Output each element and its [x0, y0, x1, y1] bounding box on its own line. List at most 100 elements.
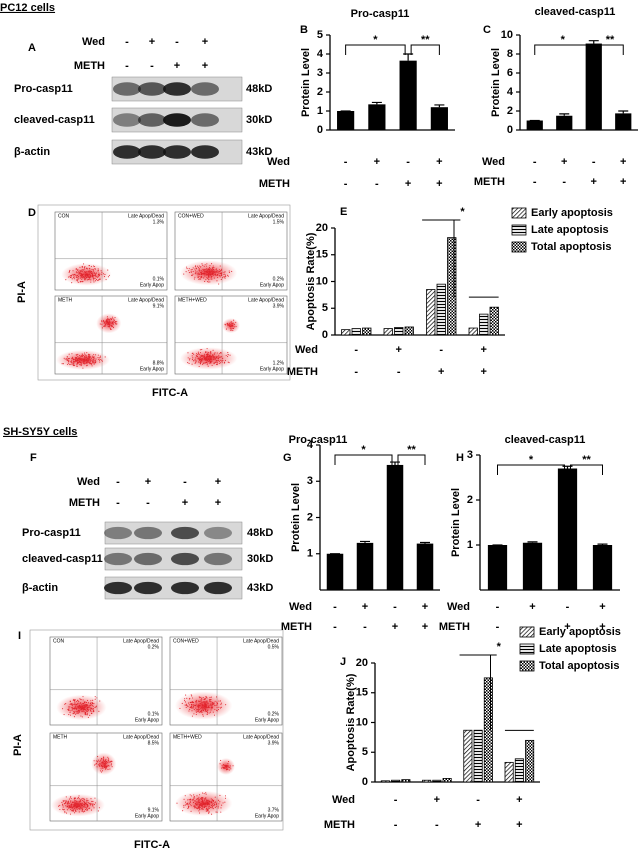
- blot-band: [134, 526, 162, 540]
- y-tick-label: 8: [507, 48, 513, 60]
- event-dot: [67, 276, 69, 278]
- event-dot: [104, 766, 106, 768]
- event-dot: [195, 357, 197, 359]
- event-dot: [70, 703, 72, 705]
- condition-label: Wed: [289, 601, 312, 613]
- event-dot: [218, 799, 220, 801]
- y-tick-label: 10: [501, 29, 513, 41]
- event-dot: [208, 279, 210, 281]
- event-dot: [80, 706, 82, 708]
- event-dot: [205, 359, 207, 362]
- event-dot: [97, 268, 99, 270]
- event-dot: [74, 360, 77, 362]
- event-dot: [86, 710, 88, 712]
- event-dot: [193, 704, 195, 706]
- event-dot: [71, 709, 73, 711]
- event-dot: [95, 275, 97, 277]
- event-dot: [206, 697, 208, 699]
- event-dot: [201, 355, 203, 357]
- bar: [525, 739, 535, 783]
- event-dot: [98, 359, 101, 361]
- event-dot: [183, 806, 185, 808]
- event-dot: [206, 703, 208, 705]
- event-dot: [203, 802, 205, 804]
- event-dot: [207, 706, 210, 708]
- bar: [489, 306, 499, 336]
- event-dot: [198, 808, 200, 810]
- event-dot: [223, 763, 225, 766]
- event-dot: [87, 802, 90, 804]
- event-dot: [201, 798, 203, 800]
- quadrant-label: Early Apop: [255, 717, 279, 723]
- event-dot: [97, 810, 99, 812]
- event-dot: [190, 795, 192, 797]
- event-dot: [90, 272, 93, 274]
- blot-band: [104, 526, 132, 540]
- event-dot: [70, 797, 72, 800]
- event-dot: [85, 706, 87, 708]
- event-dot: [211, 356, 213, 358]
- event-dot: [221, 804, 223, 806]
- event-dot: [216, 701, 218, 704]
- event-dot: [200, 266, 202, 268]
- event-dot: [206, 799, 208, 801]
- event-dot: [199, 703, 201, 705]
- event-dot: [213, 353, 216, 355]
- event-dot: [185, 694, 187, 696]
- event-dot: [79, 277, 81, 279]
- event-dot: [82, 277, 84, 279]
- panel-frame: [29, 629, 284, 831]
- event-dot: [205, 792, 207, 794]
- event-dot: [81, 278, 83, 280]
- event-dot: [86, 809, 88, 812]
- event-dot: [95, 763, 97, 765]
- event-dot: [83, 360, 85, 362]
- event-dot: [88, 355, 90, 357]
- event-dot: [202, 715, 204, 717]
- event-dot: [80, 275, 82, 277]
- event-dot: [102, 273, 105, 275]
- event-dot: [83, 269, 85, 271]
- event-dot: [195, 360, 197, 362]
- event-dot: [219, 700, 222, 702]
- quadrant-label: Early Apop: [135, 813, 159, 819]
- event-dot: [193, 794, 195, 796]
- event-dot: [191, 703, 193, 705]
- plot-name: METH: [58, 297, 73, 303]
- event-dot: [86, 275, 88, 277]
- event-dot: [66, 357, 68, 360]
- event-dot: [212, 354, 214, 357]
- event-dot: [94, 706, 96, 708]
- event-dot: [79, 270, 81, 272]
- legend-swatch: [511, 241, 527, 253]
- event-cloud: [179, 347, 238, 370]
- event-dot: [100, 270, 102, 272]
- event-dot: [98, 759, 100, 761]
- event-dot: [81, 706, 83, 708]
- event-dot: [202, 697, 204, 699]
- event-dot: [105, 321, 107, 323]
- event-dot: [79, 806, 81, 808]
- event-dot: [210, 276, 212, 278]
- event-dot: [58, 805, 60, 807]
- event-dot: [69, 700, 71, 702]
- event-dot: [73, 716, 75, 718]
- event-dot: [194, 276, 196, 278]
- event-dot: [203, 701, 205, 703]
- bar: [479, 313, 489, 336]
- event-dot: [95, 706, 97, 708]
- event-dot: [90, 708, 92, 710]
- event-dot: [67, 709, 69, 711]
- event-dot: [213, 805, 215, 807]
- event-dot: [206, 274, 209, 276]
- event-dot: [194, 270, 196, 272]
- event-dot: [198, 265, 200, 267]
- event-dot: [72, 270, 74, 272]
- event-dot: [76, 808, 78, 810]
- event-dot: [216, 270, 218, 272]
- event-dot: [89, 703, 91, 705]
- event-dot: [205, 361, 207, 363]
- event-dot: [99, 273, 101, 275]
- y-tick-label: 5: [322, 302, 328, 314]
- event-dot: [84, 356, 86, 358]
